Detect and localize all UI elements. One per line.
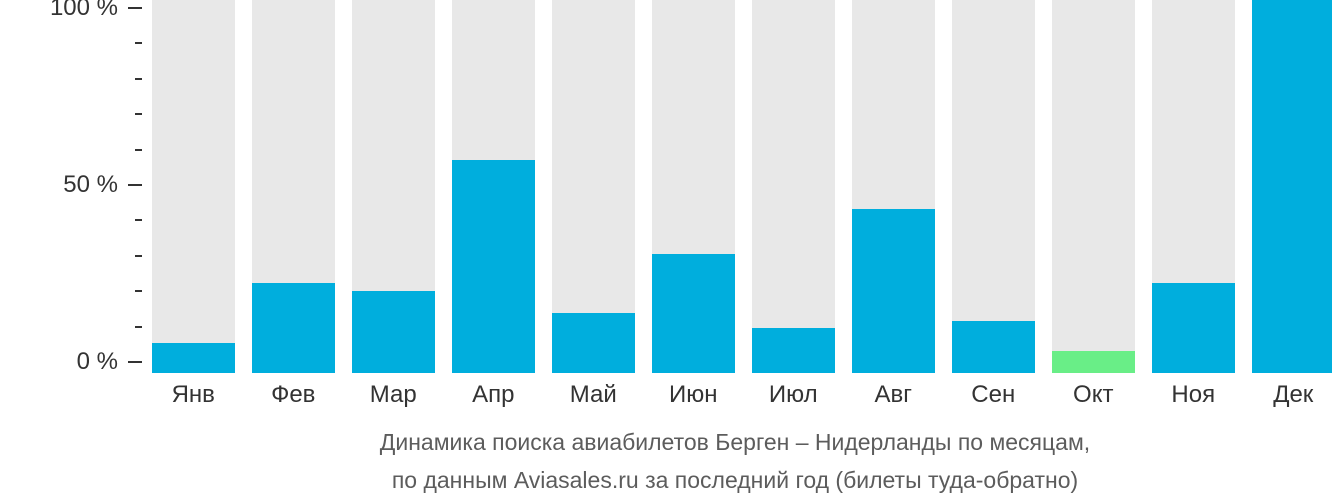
x-axis-label: Дек	[1273, 381, 1314, 408]
y-tick-label: 100 %	[49, 0, 118, 21]
bar-fill	[152, 343, 235, 373]
x-axis-label: Июн	[668, 381, 718, 408]
y-tick-minor	[135, 42, 142, 45]
bar-column	[552, 0, 635, 373]
chart-caption: Динамика поиска авиабилетов Берген – Нид…	[144, 428, 1326, 494]
x-axis-label: Мар	[369, 381, 417, 408]
bar-fill	[652, 253, 735, 373]
x-axis-label: Июл	[768, 381, 818, 408]
bar-column	[952, 0, 1035, 373]
x-axis-label: Фев	[271, 381, 316, 408]
bar-track	[552, 0, 635, 373]
chart-title: Динамика поиска авиабилетов Берген – Нид…	[379, 429, 1091, 455]
bar-fill	[1052, 350, 1135, 373]
bar-fill	[552, 313, 635, 373]
y-tick-major	[128, 184, 142, 186]
bar-fill	[452, 160, 535, 373]
x-axis-label: Сен	[971, 381, 1016, 408]
bar-column	[1152, 0, 1235, 373]
bar-fill	[852, 208, 935, 373]
bar-column	[1252, 0, 1332, 373]
x-axis-label: Май	[569, 381, 617, 408]
bar-track	[1052, 0, 1135, 373]
bar-fill	[1152, 283, 1235, 373]
bar-column	[652, 0, 735, 373]
y-tick-minor	[135, 77, 142, 80]
y-tick-major	[128, 7, 142, 9]
y-tick-label: 50 %	[63, 171, 118, 198]
chart-subtitle: по данным Aviasales.ru за последний год …	[391, 467, 1079, 493]
y-tick-minor	[135, 325, 142, 328]
y-tick-minor	[135, 290, 142, 293]
bar-column	[152, 0, 235, 373]
bar-fill	[952, 320, 1035, 373]
y-tick-minor	[135, 148, 142, 151]
bar-track	[152, 0, 235, 373]
bar-column	[452, 0, 535, 373]
y-tick-minor	[135, 219, 142, 222]
y-tick-minor	[135, 254, 142, 257]
bar-track	[952, 0, 1035, 373]
x-axis-label: Ноя	[1171, 381, 1216, 408]
bar-fill	[352, 290, 435, 373]
x-axis-label: Янв	[171, 381, 215, 408]
bar-column	[1052, 0, 1135, 373]
bar-fill	[252, 283, 335, 373]
bar-column	[252, 0, 335, 373]
bar-fill	[752, 328, 835, 373]
bar-fill	[1252, 0, 1332, 373]
x-axis-label: Окт	[1073, 381, 1114, 408]
bar-track	[752, 0, 835, 373]
x-axis-label: Авг	[874, 381, 912, 408]
y-tick-minor	[135, 113, 142, 116]
y-tick-label: 0 %	[76, 348, 118, 375]
bar-column	[352, 0, 435, 373]
bar-column	[852, 0, 935, 373]
y-tick-major	[128, 361, 142, 363]
bar-column	[752, 0, 835, 373]
x-axis-label: Апр	[472, 381, 515, 408]
